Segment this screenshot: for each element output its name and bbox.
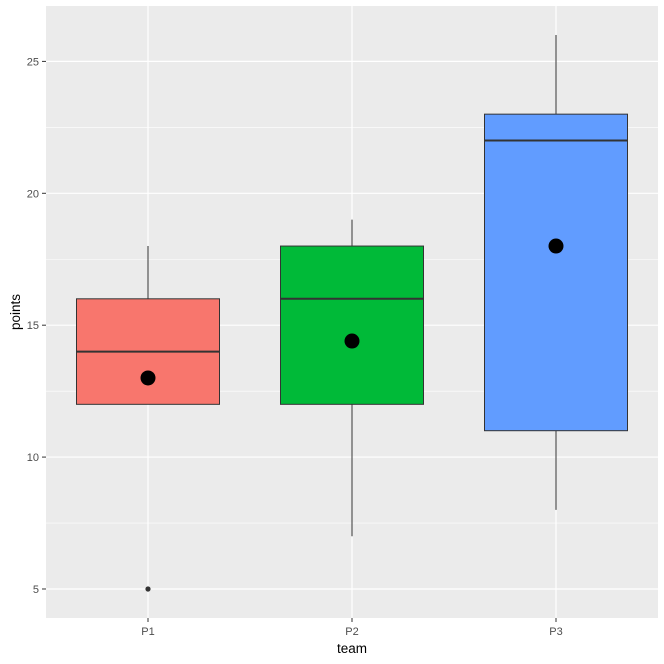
- y-axis: 5 10 15 20 25: [27, 56, 46, 596]
- mean-point: [344, 333, 360, 349]
- y-axis-title: points: [8, 294, 23, 330]
- y-tick-label: 15: [27, 320, 39, 332]
- box-marks: [76, 35, 628, 592]
- box-P1: [76, 246, 220, 592]
- iqr-box: [280, 245, 424, 405]
- x-axis-title: team: [337, 641, 367, 656]
- y-tick-label: 20: [27, 188, 39, 200]
- y-tick-label: 25: [27, 56, 39, 68]
- x-axis: P1 P2 P3: [141, 618, 563, 638]
- x-tick-label: P3: [549, 626, 562, 638]
- x-tick-label: P2: [345, 626, 358, 638]
- box-P2: [280, 219, 424, 537]
- iqr-box: [484, 113, 628, 432]
- outlier-point: [145, 586, 151, 592]
- y-tick-label: 5: [33, 584, 39, 596]
- y-tick-label: 10: [27, 452, 39, 464]
- mean-point: [140, 370, 156, 386]
- box-P3: [484, 35, 628, 510]
- x-tick-label: P1: [141, 626, 154, 638]
- mean-point: [548, 238, 564, 254]
